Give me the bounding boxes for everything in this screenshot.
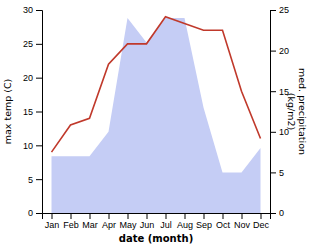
tick-label: 20 (23, 73, 33, 83)
tick: May (119, 213, 137, 230)
tick-label: Apr (102, 220, 116, 230)
axis-line (271, 11, 277, 214)
tick: 0 (270, 208, 284, 218)
tick: Sep (196, 213, 212, 230)
tick: Mar (82, 213, 98, 230)
tick-mark (36, 44, 42, 45)
tick-label: May (119, 220, 137, 230)
tick-mark (109, 213, 110, 219)
tick-mark (270, 213, 276, 214)
tick: 30 (23, 5, 42, 15)
line (52, 17, 261, 152)
tick: 5 (28, 175, 42, 185)
tick: Jul (160, 213, 172, 230)
y2-axis-title: med. precipitation(kg/m2) (286, 68, 308, 155)
tick: 5 (270, 168, 284, 178)
tick-label: Jul (160, 220, 172, 230)
tick-mark (270, 132, 276, 133)
y-axis: 0 5 10 15 20 25 30 (23, 5, 43, 218)
tick: 10 (23, 141, 42, 151)
tick-mark (270, 91, 276, 92)
tick-mark (71, 213, 72, 219)
tick-label: Oct (216, 220, 231, 230)
tick-label: Jan (45, 220, 60, 230)
tick-label: 10 (23, 141, 33, 151)
tick-label: 20 (279, 46, 289, 56)
tick: 25 (23, 39, 42, 49)
axis-line (43, 214, 271, 220)
tick-mark (36, 112, 42, 113)
tick: 25 (270, 5, 289, 15)
tick-mark (36, 145, 42, 146)
tick: 15 (23, 107, 42, 117)
tick-mark (36, 213, 42, 214)
tick-label: Jun (140, 220, 155, 230)
tick-label: 0 (28, 208, 33, 218)
tick-label: Mar (82, 220, 98, 230)
tick: 0 (28, 208, 42, 218)
marks (52, 17, 261, 213)
tick-mark (36, 78, 42, 79)
tick-label: Sep (196, 220, 212, 230)
tick-label: 30 (23, 5, 33, 15)
tick-mark (270, 172, 276, 173)
tick-mark (166, 213, 167, 219)
tick-label: 25 (23, 39, 33, 49)
axis-line (36, 11, 43, 214)
tick-label: 5 (28, 175, 33, 185)
tick-mark (147, 213, 148, 219)
tick-mark (261, 213, 262, 219)
tick-mark (52, 213, 53, 219)
tick-label: 0 (279, 208, 284, 218)
tick: Jun (140, 213, 155, 230)
x-axis: JanFebMar AprMayJun Jul AugSep OctNovDec (43, 213, 271, 230)
y2-axis-title-line: (kg/m2) (286, 93, 297, 130)
tick-label: Aug (177, 220, 193, 230)
tick-label: 25 (279, 5, 289, 15)
x-axis-title: date (month) (119, 233, 193, 244)
chart: JanFebMar AprMayJun Jul AugSep OctNovDec 0 5 10… (0, 0, 318, 247)
tick-label: Nov (234, 220, 251, 230)
tick: Jan (45, 213, 60, 230)
plot: JanFebMar AprMayJun Jul AugSep OctNovDec 0 5 10… (23, 5, 289, 230)
area (52, 18, 261, 213)
tick: Oct (216, 213, 231, 230)
tick-mark (36, 179, 42, 180)
tick: Aug (177, 213, 193, 230)
tick-mark (270, 10, 276, 11)
tick: 20 (270, 46, 289, 56)
tick-label: Dec (253, 220, 270, 230)
tick-mark (90, 213, 91, 219)
tick-label: 5 (279, 168, 284, 178)
tick-label: Feb (63, 220, 79, 230)
tick: Nov (234, 213, 251, 230)
tick-mark (128, 213, 129, 219)
tick-mark (242, 213, 243, 219)
tick-mark (223, 213, 224, 219)
tick: Dec (253, 213, 270, 230)
tick-mark (36, 10, 42, 11)
tick-mark (270, 51, 276, 52)
tick-label: 15 (23, 107, 33, 117)
tick: Apr (102, 213, 116, 230)
tick: Feb (63, 213, 79, 230)
tick-mark (185, 213, 186, 219)
y2-axis-title-line: med. precipitation (297, 68, 308, 155)
y-axis-title: max temp (C) (2, 79, 13, 145)
tick-mark (204, 213, 205, 219)
tick: 20 (23, 73, 42, 83)
